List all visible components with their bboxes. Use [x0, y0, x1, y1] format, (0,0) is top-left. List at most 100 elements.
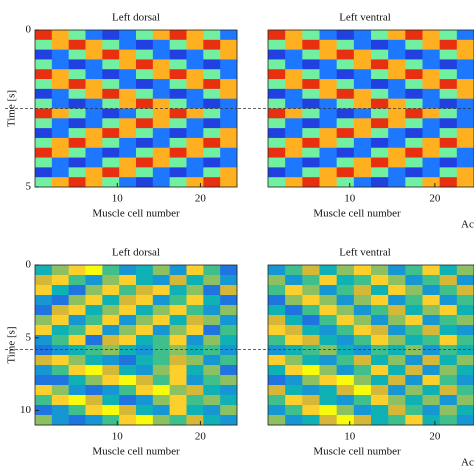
heatmap-cell [35, 137, 53, 149]
heatmap-cell [68, 128, 86, 139]
heatmap-cell [371, 375, 389, 386]
heatmap-cell [405, 415, 423, 426]
heatmap-cell [388, 415, 406, 426]
heatmap-cell [85, 345, 103, 356]
heatmap-cell [285, 275, 303, 286]
heatmap-cell [68, 305, 86, 316]
heatmap-cell [85, 128, 103, 139]
heatmap-cell [319, 147, 338, 159]
heatmap-cell [51, 315, 70, 326]
panel-title: Left ventral [339, 12, 391, 24]
heatmap-cell [319, 285, 338, 296]
heatmap-cell [102, 108, 120, 119]
heatmap-cell [35, 405, 53, 416]
heatmap-cell [102, 325, 120, 336]
heatmap-cell [220, 147, 238, 159]
heatmap-cell [220, 137, 238, 149]
heatmap-cell [439, 315, 458, 326]
heatmap-cell [220, 88, 238, 100]
heatmap-cell [119, 325, 137, 336]
heatmap-cell [85, 375, 103, 386]
heatmap-cell [456, 167, 474, 178]
heatmap-cell [35, 69, 53, 80]
heatmap-cell [336, 108, 355, 119]
heatmap-cell [220, 395, 238, 406]
heatmap-cell [388, 30, 406, 41]
heatmap-cell [85, 59, 103, 70]
heatmap-cell [102, 385, 120, 396]
heatmap-cell [371, 108, 389, 119]
heatmap-cell [422, 88, 441, 100]
heatmap-cell [439, 49, 458, 60]
heatmap-cell [336, 365, 355, 376]
heatmap-cell [285, 108, 303, 119]
heatmap-cell [152, 375, 171, 386]
heatmap-cell [136, 39, 154, 51]
heatmap-cell [268, 395, 286, 406]
heatmap-cell [85, 275, 103, 286]
heatmap-cell [456, 345, 474, 356]
heatmap-cell [302, 49, 320, 60]
heatmap-cell [319, 275, 338, 286]
heatmap-cell [422, 315, 441, 326]
heatmap-cell [136, 69, 154, 80]
heatmap-cell [336, 385, 355, 396]
heatmap-cell [85, 395, 103, 406]
heatmap-cell [102, 315, 120, 326]
heatmap-cell [439, 405, 458, 416]
heatmap-cell [302, 157, 320, 168]
heatmap-cell [405, 147, 423, 159]
heatmap-cell [388, 325, 406, 336]
heatmap-cell [68, 345, 86, 356]
heatmap-cell [119, 39, 137, 51]
heatmap-cell [68, 415, 86, 426]
heatmap-cell [85, 365, 103, 376]
heatmap-cell [439, 375, 458, 386]
heatmap-cell [371, 285, 389, 296]
heatmap-cell [388, 345, 406, 356]
heatmap-cell [220, 285, 238, 296]
heatmap-cell [371, 118, 389, 129]
heatmap-cell [169, 305, 187, 316]
heatmap-cell [319, 177, 338, 188]
heatmap-cell [68, 30, 86, 41]
heatmap-cell [186, 345, 204, 356]
heatmap-cell [152, 128, 171, 139]
heatmap-cell [186, 365, 204, 376]
heatmap-cell [422, 39, 441, 51]
heatmap-cell [186, 295, 204, 306]
heatmap-cell [285, 69, 303, 80]
heatmap-cell [456, 177, 474, 188]
heatmap-cell [422, 30, 441, 41]
heatmap-cell [353, 385, 372, 396]
heatmap-cell [456, 295, 474, 306]
heatmap-cell [285, 128, 303, 139]
heatmap-cell [68, 265, 86, 276]
heatmap-cell [68, 385, 86, 396]
heatmap-cell [388, 128, 406, 139]
heatmap-cell [85, 118, 103, 129]
heatmap-cell [285, 79, 303, 90]
heatmap-cell [439, 265, 458, 276]
heatmap-cell [51, 128, 70, 139]
heatmap-cell [336, 39, 355, 51]
heatmap-cell [136, 108, 154, 119]
heatmap-cell [336, 325, 355, 336]
heatmap-cell [169, 59, 187, 70]
heatmap-cell [439, 147, 458, 159]
heatmap-cell [388, 405, 406, 416]
heatmap-cell [203, 30, 221, 41]
heatmap-cell [102, 275, 120, 286]
heatmap-cell [319, 30, 338, 41]
heatmap-cell [371, 385, 389, 396]
y-tick-label: 0 [26, 259, 32, 271]
heatmap-cell [136, 385, 154, 396]
x-axis-label: Muscle cell number [92, 446, 180, 458]
heatmap-cell [302, 69, 320, 80]
heatmap-cell [456, 285, 474, 296]
heatmap-cell [388, 137, 406, 149]
heatmap-cell [319, 49, 338, 60]
heatmap-cell [439, 69, 458, 80]
heatmap-cell [268, 147, 286, 159]
